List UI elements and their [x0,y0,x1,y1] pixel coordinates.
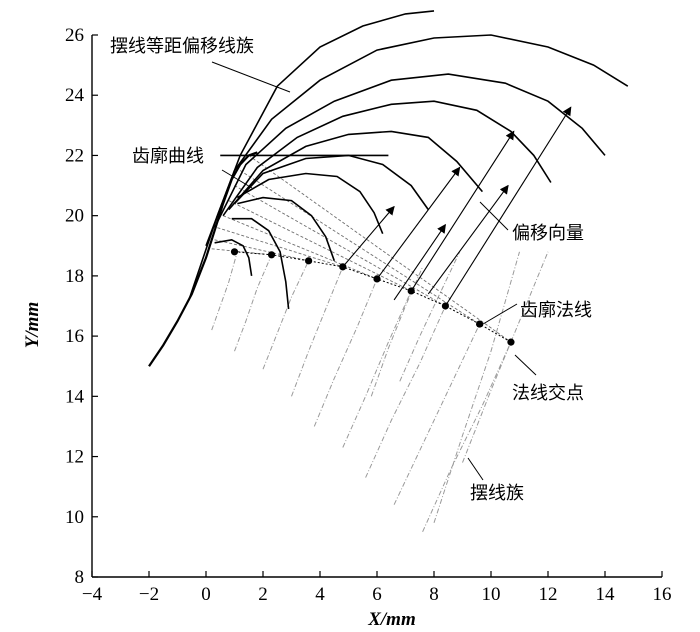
offset-vector-arrow [444,106,572,307]
cycloid-curve [291,266,344,397]
intersection-point [267,251,276,259]
normal-ray [217,227,343,268]
x-tick-label: 6 [372,584,382,605]
intersection-point [305,257,313,265]
y-tick-label: 16 [65,326,84,347]
cycloid-curve [211,251,238,331]
x-tick-label: −2 [139,584,159,605]
cycloid-curve [313,278,378,427]
cycloid-curve [422,341,512,533]
offset-curve [214,238,253,277]
offset-vector-arrow [393,223,446,301]
annotation-label-intersect: 法线交点 [512,383,584,404]
offset-vector-arrow [427,184,509,295]
x-tick-label: 10 [482,584,501,605]
annotation-leader [477,303,518,328]
intersection-point [507,338,515,346]
cycloid-curve [433,251,520,523]
y-tick-label: 26 [65,25,84,46]
y-tick-label: 14 [65,386,85,407]
cycloid-curve [393,323,481,505]
intersection-point [476,320,484,328]
normal-ray [222,215,378,280]
cycloid-curve [399,251,461,382]
y-tick-label: 20 [65,206,84,227]
offset-vector-arrow [342,205,395,268]
offset-curve [213,73,606,229]
normal-ray [214,239,309,262]
cycloid-curve [342,290,412,448]
intersection-polyline [234,251,512,343]
x-axis-title: X/mm [367,609,416,630]
annotation-label-family: 摆线族 [470,483,524,504]
offset-vector-arrow [376,166,461,280]
annotation-leader [221,169,253,189]
y-tick-label: 10 [65,507,84,528]
normal-ray [211,248,272,256]
y-tick-label: 22 [65,145,84,166]
cycloid-curve [234,254,273,352]
offset-curve [222,100,552,217]
profile-curve [148,151,258,367]
y-tick-label: 8 [75,567,85,588]
x-tick-label: 12 [539,584,558,605]
annotation-leader [479,201,509,231]
annotation-leader [514,354,537,376]
y-axis-title: Y/mm [22,302,43,348]
cycloid-curve [370,266,424,397]
y-tick-label: 18 [65,266,84,287]
offset-curve [228,130,484,211]
intersection-point [230,248,239,256]
annotation-label-vector: 偏移向量 [512,223,584,244]
y-tick-label: 12 [65,447,84,468]
offset-curve [231,217,290,310]
offset-curve [237,196,336,262]
annotation-leader [211,61,291,93]
x-tick-label: 0 [201,584,211,605]
normal-ray [234,185,446,307]
plot-area [148,10,629,533]
x-tick-label: 4 [315,584,325,605]
annotation-label-profile: 齿廓曲线 [132,146,204,167]
annotation-leader [467,457,484,481]
offset-vector-arrow [410,130,515,292]
offset-curve [236,172,384,235]
annotation-label-normal: 齿廓法线 [520,300,592,321]
x-tick-label: 2 [258,584,268,605]
y-tick-label: 24 [65,85,85,106]
x-tick-label: −4 [82,584,103,605]
x-tick-label: 8 [429,584,439,605]
offset-curve [205,34,629,247]
annotation-label-offset: 摆线等距偏移线族 [110,36,254,57]
cycloid-curve [462,251,549,463]
x-tick-label: 14 [596,584,616,605]
cycloid-curve [262,260,310,370]
normal-ray [248,155,512,343]
cycloid-curve [365,305,446,478]
normal-ray [228,200,412,292]
x-tick-label: 16 [653,584,672,605]
